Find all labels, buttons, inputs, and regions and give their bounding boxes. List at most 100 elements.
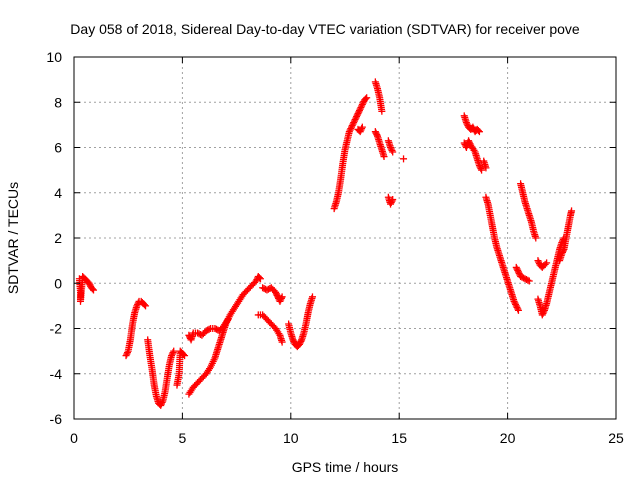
data-point-plus bbox=[373, 131, 381, 139]
data-point-plus bbox=[524, 276, 532, 284]
x-tick-label: 5 bbox=[179, 430, 187, 446]
data-point-plus bbox=[371, 128, 379, 136]
data-point-plus bbox=[181, 352, 189, 360]
data-point-plus bbox=[543, 259, 551, 267]
data-point-plus bbox=[387, 144, 395, 151]
data-point-plus bbox=[350, 117, 358, 125]
data-point-plus bbox=[465, 138, 473, 146]
data-point-plus bbox=[290, 337, 298, 345]
y-axis-label: SDTVAR / TECUs bbox=[5, 182, 21, 294]
data-point-plus bbox=[351, 116, 359, 124]
data-point-plus bbox=[122, 352, 130, 360]
data-point-plus bbox=[86, 281, 94, 289]
y-tick-label: 8 bbox=[54, 94, 62, 110]
data-point-plus bbox=[272, 288, 280, 296]
y-tick-labels: -6 -4 -2 0 2 4 6 8 10 bbox=[46, 49, 62, 427]
data-point-plus bbox=[514, 305, 522, 313]
data-point-plus bbox=[346, 126, 354, 134]
data-point-plus bbox=[532, 234, 540, 242]
data-point-plus bbox=[477, 165, 485, 173]
grid-lines bbox=[74, 57, 616, 419]
data-point-plus bbox=[133, 302, 141, 310]
data-point-plus bbox=[475, 162, 483, 170]
data-point-plus bbox=[295, 340, 303, 348]
y-tick-label: 10 bbox=[46, 49, 62, 65]
data-point-plus bbox=[512, 302, 520, 310]
x-tick-labels: 0 5 10 15 20 25 bbox=[70, 430, 624, 446]
data-point-plus bbox=[514, 266, 522, 274]
data-point-plus bbox=[513, 303, 521, 311]
data-points bbox=[75, 78, 576, 409]
data-point-plus bbox=[474, 127, 482, 135]
x-axis-label: GPS time / hours bbox=[292, 459, 399, 475]
data-point-plus bbox=[463, 120, 471, 128]
data-point-plus bbox=[255, 274, 263, 282]
data-point-plus bbox=[157, 401, 165, 409]
data-point-plus bbox=[353, 111, 361, 119]
data-point-plus bbox=[345, 128, 353, 136]
data-point-plus bbox=[140, 301, 148, 309]
x-tick-label: 25 bbox=[608, 430, 624, 446]
data-point-plus bbox=[514, 268, 522, 276]
data-point-plus bbox=[348, 123, 356, 131]
data-point-plus bbox=[512, 263, 520, 271]
chart-title: Day 058 of 2018, Sidereal Day-to-day VTE… bbox=[70, 21, 580, 37]
data-point-plus bbox=[278, 293, 286, 301]
data-point-plus bbox=[353, 113, 361, 121]
data-point-plus bbox=[525, 277, 533, 285]
axis-ticks bbox=[73, 56, 617, 420]
data-point-plus bbox=[350, 119, 358, 127]
data-point-plus bbox=[372, 129, 380, 137]
data-point-plus bbox=[157, 400, 165, 408]
data-point-plus bbox=[272, 290, 280, 298]
y-tick-label: -6 bbox=[50, 411, 63, 427]
data-point-plus bbox=[357, 104, 365, 112]
data-point-plus bbox=[388, 197, 396, 205]
data-point-plus bbox=[85, 279, 93, 287]
data-point-plus bbox=[355, 108, 363, 116]
data-point-plus bbox=[278, 338, 286, 346]
data-point-plus bbox=[169, 349, 177, 357]
data-point-plus bbox=[510, 297, 518, 305]
data-point-plus bbox=[142, 302, 150, 310]
y-tick-label: 0 bbox=[54, 275, 62, 291]
data-point-plus bbox=[168, 350, 176, 358]
data-point-plus bbox=[389, 196, 397, 204]
data-point-plus bbox=[256, 275, 264, 283]
data-point-plus bbox=[478, 166, 486, 174]
data-point-plus bbox=[535, 258, 543, 266]
data-point-plus bbox=[387, 145, 395, 153]
data-point-plus bbox=[513, 265, 521, 273]
data-point-plus bbox=[90, 286, 98, 294]
data-point-plus bbox=[380, 153, 388, 161]
data-point-plus bbox=[252, 277, 260, 285]
data-point-plus bbox=[277, 294, 285, 302]
data-point-plus bbox=[476, 163, 484, 171]
data-point-plus bbox=[559, 247, 567, 255]
data-point-plus bbox=[276, 297, 284, 305]
data-point-plus bbox=[362, 95, 370, 103]
data-point-plus bbox=[558, 250, 566, 258]
data-point-plus bbox=[540, 308, 548, 316]
data-point-plus bbox=[359, 99, 367, 107]
data-point-plus bbox=[347, 125, 355, 133]
data-point-plus bbox=[515, 269, 523, 277]
data-point-plus bbox=[134, 300, 142, 308]
x-tick-label: 0 bbox=[70, 430, 78, 446]
data-point-plus bbox=[363, 94, 371, 102]
data-point-plus bbox=[170, 347, 178, 355]
data-point-plus bbox=[123, 349, 131, 357]
data-point-plus bbox=[297, 337, 305, 345]
data-point-plus bbox=[273, 291, 281, 299]
data-point-plus bbox=[559, 248, 567, 256]
data-point-plus bbox=[378, 107, 386, 115]
data-point-plus bbox=[158, 398, 166, 406]
x-tick-label: 15 bbox=[391, 430, 407, 446]
y-tick-label: 4 bbox=[54, 185, 62, 201]
data-point-plus bbox=[387, 200, 395, 208]
data-point-plus bbox=[205, 325, 213, 333]
data-point-plus bbox=[469, 123, 477, 131]
data-point-plus bbox=[389, 148, 397, 156]
data-point-plus bbox=[475, 128, 483, 136]
